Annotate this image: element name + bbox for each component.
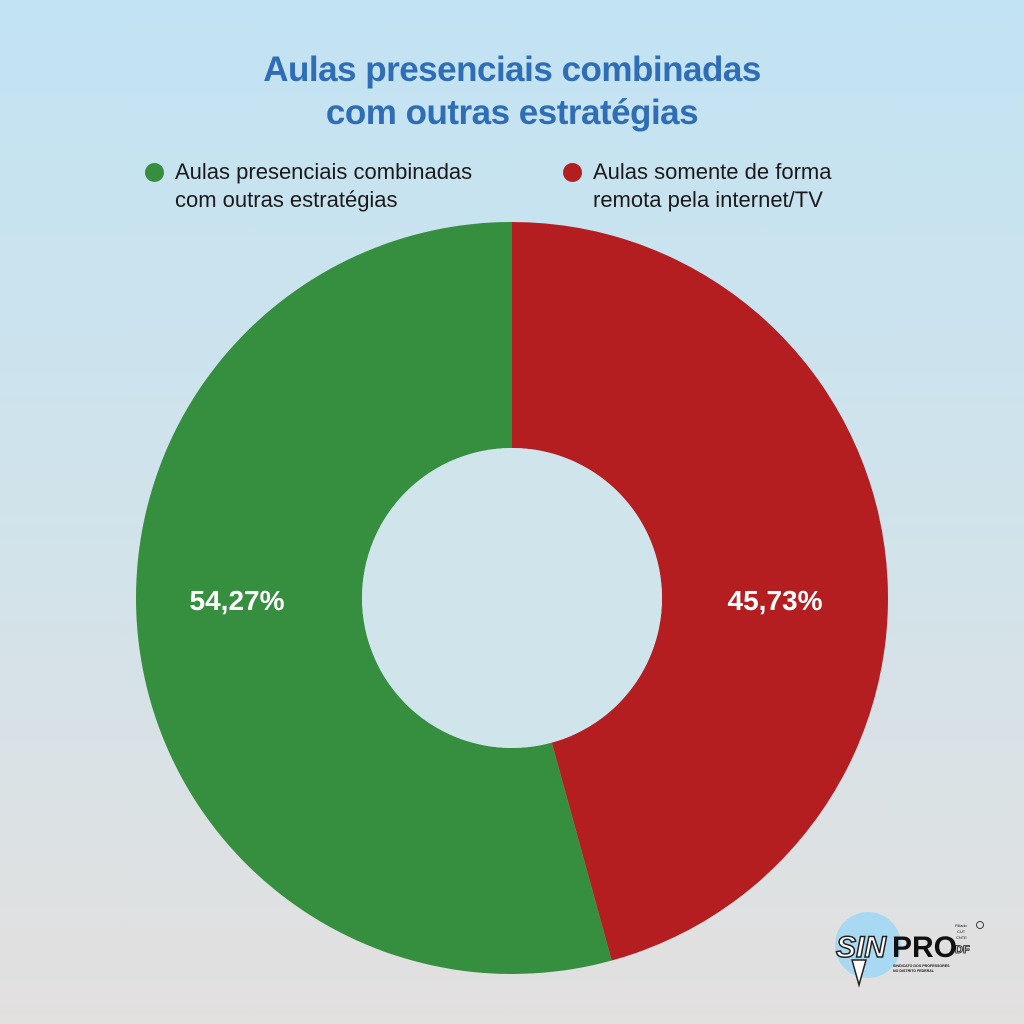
legend-label: Aulas presenciais combinadas [175,159,473,184]
legend-item-presenciais: Aulas presenciais combinadas com outras … [145,158,473,214]
svg-text:SIN: SIN [836,931,887,964]
legend-item-remota: Aulas somente de forma remota pela inter… [563,158,832,214]
svg-text:SINDICATO DOS PROFESSORES: SINDICATO DOS PROFESSORES [893,964,950,968]
legend-label: remota pela internet/TV [593,187,823,212]
legend-swatch-red [563,163,582,182]
svg-text:PRO: PRO [892,931,957,964]
legend-label: Aulas somente de forma [593,159,832,184]
svg-text:NO DISTRITO FEDERAL: NO DISTRITO FEDERAL [893,969,935,973]
slice-value-label-presenciais: 54,27% [190,585,285,616]
donut-slice-remota [512,222,888,961]
svg-text:CUT: CUT [957,929,966,934]
chart-title-line: com outras estratégias [325,93,699,132]
legend-swatch-green [145,163,164,182]
svg-text:DF: DF [955,944,970,956]
legend-label: com outras estratégias [175,187,398,212]
svg-text:CNTE: CNTE [956,935,967,940]
chart-title-line: Aulas presenciais combinadas [263,50,761,89]
donut-slice-presenciais [135,222,612,974]
svg-text:Filiado: Filiado [955,923,968,928]
donut-hole [362,448,662,748]
sinpro-logo: SIN PRO DF Filiado CUT CNTE SINDICATO DO… [835,912,984,988]
slice-value-label-remota: 45,73% [728,585,823,616]
chart-title: Aulas presenciais combinadas com outras … [0,48,1024,134]
